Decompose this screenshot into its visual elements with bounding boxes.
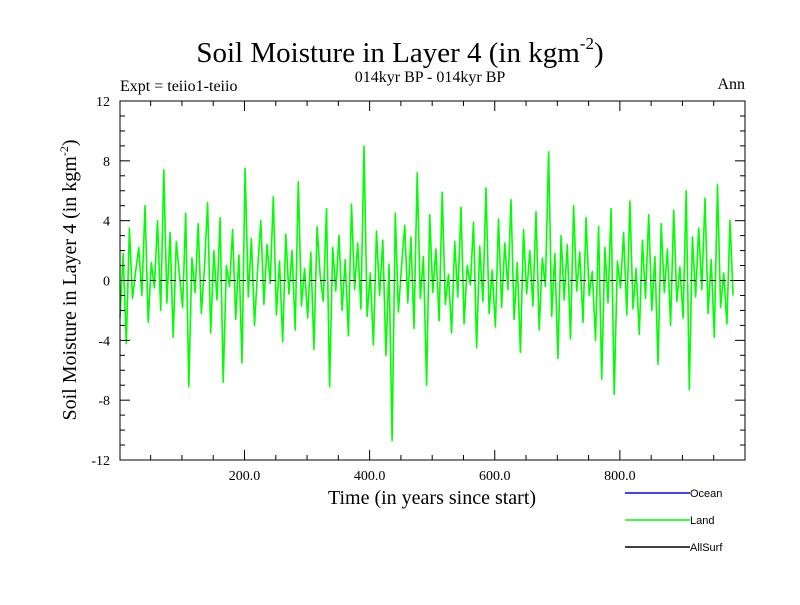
x-tick-label: 400.0: [354, 469, 386, 484]
legend-label-land: Land: [690, 515, 714, 527]
x-tick-label: 200.0: [229, 469, 261, 484]
chart-title-sup: -2: [580, 34, 594, 53]
chart-title-close: ): [594, 37, 604, 69]
series-group: [119, 145, 734, 442]
ticks-group: -12 -8 -4 0 4 8 12 200.0 400.0 600.0 800.0: [91, 95, 745, 484]
y-tick-label: -4: [98, 334, 110, 349]
season-label: Ann: [717, 76, 745, 93]
y-tick-label: 0: [103, 275, 110, 290]
y-axis-label: Soil Moisture in Layer 4 (in kgm-2): [57, 139, 81, 420]
expt-label: Expt = teiio1-teiio: [120, 78, 237, 95]
chart-title-main: Soil Moisture in Layer 4 (in kgm: [196, 37, 580, 69]
legend-label-allsurf: AllSurf: [690, 542, 723, 554]
legend: Ocean Land AllSurf: [625, 488, 723, 554]
x-axis-label: Time (in years since start): [328, 487, 536, 509]
legend-label-ocean: Ocean: [690, 488, 722, 500]
y-tick-label: 8: [103, 155, 110, 170]
x-tick-label: 800.0: [604, 469, 636, 484]
x-tick-label: 600.0: [479, 469, 511, 484]
chart-title: Soil Moisture in Layer 4 (in kgm-2): [196, 34, 603, 69]
chart-subtitle: 014kyr BP - 014kyr BP: [355, 69, 506, 86]
y-tick-label: 12: [96, 95, 110, 110]
series-line-land: [119, 145, 734, 442]
y-tick-label: -12: [91, 454, 110, 469]
y-tick-label: 4: [103, 215, 110, 230]
y-tick-label: -8: [98, 394, 110, 409]
